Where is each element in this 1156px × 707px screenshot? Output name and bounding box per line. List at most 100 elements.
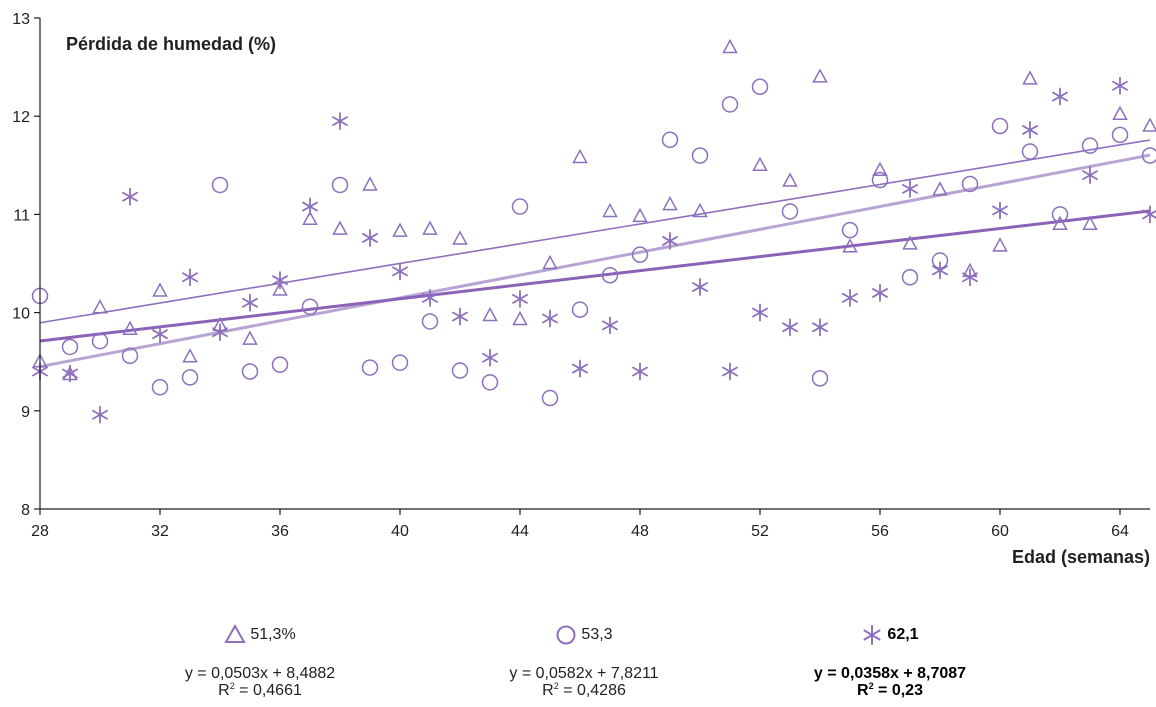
circle-point [91,332,109,350]
circle-point [181,369,199,386]
asterisk-point [62,364,78,383]
circle-marker-icon [556,625,576,645]
asterisk-point [512,289,528,308]
circle-point [661,131,679,149]
circle-point [1081,137,1099,154]
triangle-point [392,222,408,237]
asterisk-point [692,278,708,296]
triangle-point [992,237,1008,252]
legend-series-1: 51,3% y = 0,0503x + 8,4882 R2 = 0,4661 [130,623,390,699]
circle-point [691,147,709,164]
triangle-point [722,38,738,54]
asterisk-point [572,359,588,378]
triangle-point [542,254,558,270]
y-tick-label: 11 [13,207,30,224]
circle-point [301,298,319,315]
circle-point [1021,143,1039,160]
circle-point [721,96,739,113]
triangle-point [332,220,348,235]
x-tick-label: 48 [631,523,649,540]
circle-point [1051,206,1069,223]
asterisk-point [212,323,228,342]
trendline-equation: y = 0,0358x + 8,7087 R2 = 0,23 [760,665,1020,699]
circle-point [811,370,829,387]
x-axis-title: Edad (semanas) [1012,547,1150,567]
x-tick-label: 52 [751,523,769,540]
legend-label: 51,3% [250,626,296,643]
asterisk-point [1022,121,1038,139]
asterisk-point [242,293,258,312]
x-tick-label: 44 [511,523,529,540]
y-tick-label: 12 [12,109,30,126]
x-ticks: 28 32 36 40 44 48 52 56 60 64 [31,509,1129,540]
asterisk-marker-icon [863,625,881,645]
y-ticks: 8 9 10 11 12 13 [12,11,40,519]
triangle-point [182,348,198,363]
asterisk-point [272,271,288,290]
asterisk-point [872,284,888,302]
asterisk-point [932,261,948,280]
triangle-point [662,196,678,211]
triangle-point [362,176,378,191]
asterisk-point [662,232,678,250]
triangle-point [452,230,468,245]
circle-point [991,117,1009,135]
triangle-point [242,330,258,345]
legend-series-2: 53,3 y = 0,0582x + 7,8211 R2 = 0,4286 [454,623,714,699]
asterisk-point [902,179,918,198]
trendline-series-3 [39,209,1151,343]
x-tick-label: 36 [271,523,289,540]
circle-point [121,347,139,365]
r-squared-text: R2 = 0,4661 [218,681,302,700]
asterisk-point [302,197,318,216]
circle-point [451,362,469,379]
asterisk-point [722,362,738,381]
circle-point [391,354,409,371]
asterisk-point [1052,87,1068,106]
asterisk-point [392,262,408,281]
equation-text: y = 0,0503x + 8,4882 [184,665,336,682]
circle-point [61,338,79,356]
triangle-point [272,281,288,296]
y-axis-title: Pérdida de humedad (%) [66,34,276,54]
triangle-point [512,310,528,326]
asterisk-point [1112,76,1128,95]
x-tick-label: 60 [991,523,1009,540]
x-tick-label: 28 [31,523,49,540]
legend-series-3: 62,1 y = 0,0358x + 8,7087 R2 = 0,23 [760,623,1020,699]
asterisk-point [152,325,168,344]
r-squared-text: R2 = 0,4286 [542,681,626,700]
triangle-point [1022,70,1038,85]
circle-point [751,78,769,95]
circle-point [421,313,439,330]
y-tick-label: 10 [12,306,30,323]
circle-point [631,246,649,263]
circle-point [541,389,559,407]
asterisk-point [542,309,558,328]
triangle-marker-icon [224,624,247,643]
circle-point [331,176,349,194]
triangle-point [122,320,138,336]
circle-point [871,171,889,189]
x-tick-label: 32 [151,523,169,540]
circle-point [1111,126,1129,144]
asterisk-point [602,316,618,335]
circle-point [481,374,499,391]
asterisk-point [842,288,858,307]
triangle-point [572,148,588,164]
triangle-point [752,156,768,172]
trendlines [39,139,1151,369]
x-tick-label: 64 [1111,523,1129,540]
triangle-point [302,210,318,226]
asterisk-point [782,318,798,337]
asterisk-point [632,362,648,381]
circle-point [571,301,589,318]
circle-point [211,176,229,194]
equation-text: y = 0,0358x + 8,7087 [813,665,967,682]
data-points [31,38,1156,424]
asterisk-point [422,288,438,307]
asterisk-point [752,303,768,322]
circle-point [961,175,979,193]
asterisk-point [362,229,378,247]
asterisk-point [962,268,978,287]
